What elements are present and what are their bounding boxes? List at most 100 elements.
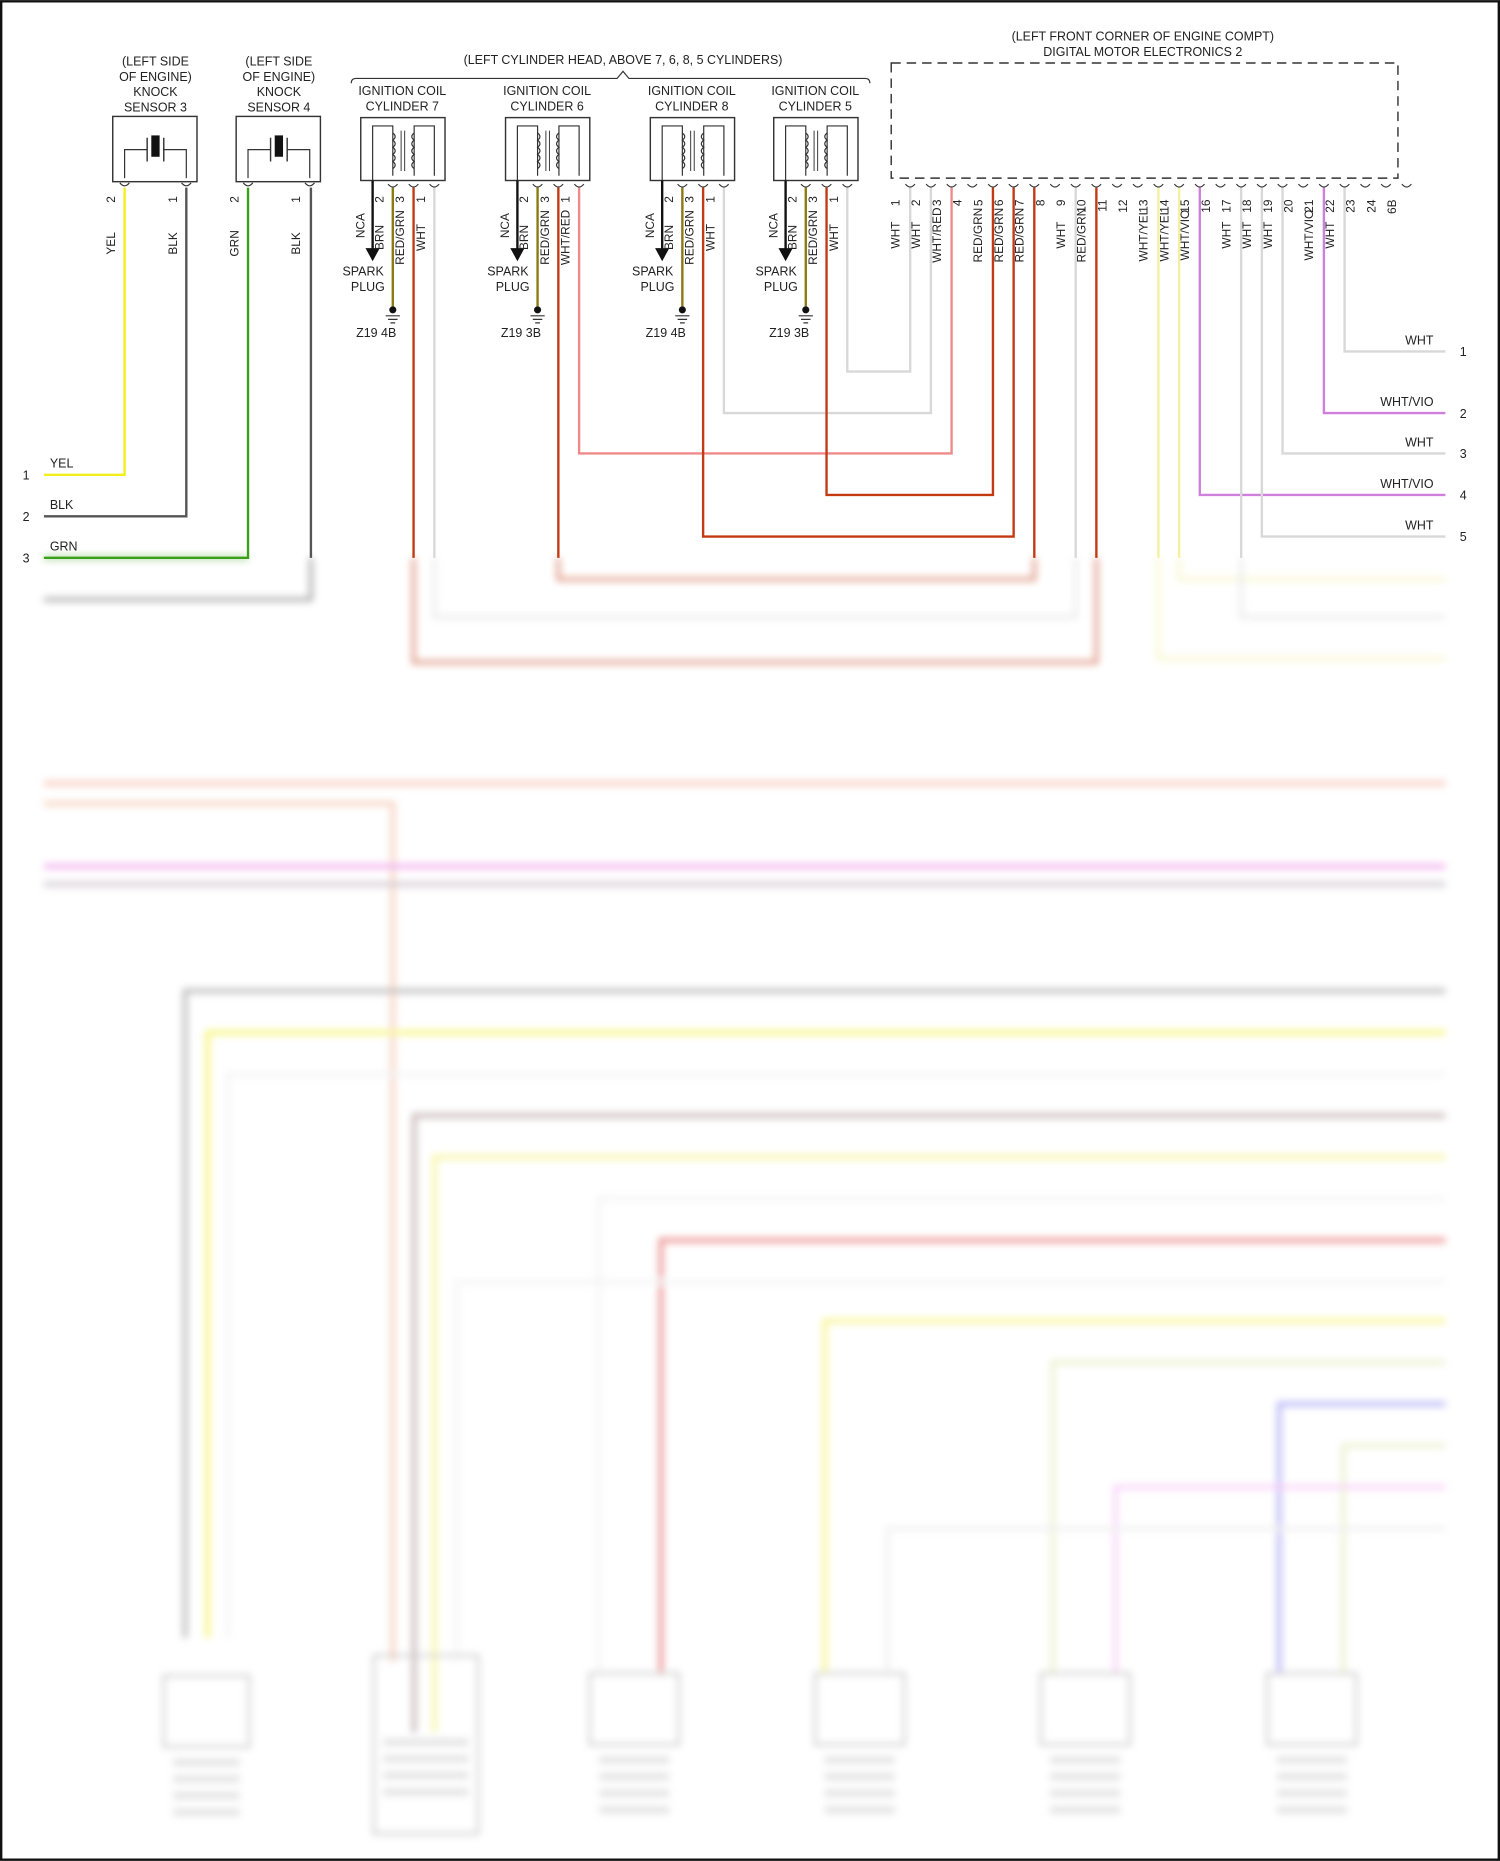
secondary-winding-icon <box>824 132 829 170</box>
knock-sensor-title: (LEFT SIDE <box>122 54 189 68</box>
wire-color-label: BRN <box>372 225 386 250</box>
blurred-wire <box>1113 1485 1446 1674</box>
blurred-component-label <box>1276 1806 1347 1814</box>
wire-color-label: RED/GRN <box>806 210 820 265</box>
primary-winding-icon <box>391 132 396 170</box>
dme-pin-cup <box>1153 183 1164 188</box>
ignition-coil-title: IGNITION COIL <box>648 84 736 98</box>
coil-pin-cup <box>718 183 730 188</box>
knock-sensor-pin-cup <box>304 182 315 187</box>
knock-sensor-title: OF ENGINE) <box>243 70 316 84</box>
blurred-wire <box>205 1030 1446 1638</box>
blurred-component-label <box>1050 1773 1121 1781</box>
right-connector-wire-label: WHT <box>1405 435 1434 449</box>
blurred-component-label <box>1276 1756 1347 1764</box>
pin-number: 1 <box>559 196 573 203</box>
ignition-coil-title: IGNITION COIL <box>503 84 591 98</box>
blurred-wire <box>1341 1443 1446 1674</box>
blurred-component-box <box>588 1672 680 1746</box>
dme-pin-number: 13 <box>1137 199 1151 213</box>
arrow-down-icon <box>365 248 380 262</box>
dme-pin-number: 19 <box>1261 199 1275 213</box>
dme-pin-number: 21 <box>1302 199 1316 213</box>
pin-number: 3 <box>806 196 820 203</box>
blurred-component-label <box>173 1808 240 1816</box>
blurred-component-label <box>383 1788 469 1796</box>
dme-pin-cup <box>1173 183 1185 188</box>
dme-wire-color-label: WHT/VIO <box>1302 210 1316 261</box>
ground-point-label: Z19 3B <box>501 326 541 340</box>
blurred-component-label <box>173 1775 240 1783</box>
ground-symbol-icon <box>798 315 813 324</box>
arrow-down-icon <box>778 248 793 262</box>
dme-pin-cup <box>1380 183 1392 188</box>
wire-color-label: YEL <box>104 232 118 255</box>
ignition-coil-box <box>360 116 446 182</box>
blurred-component-label <box>824 1806 895 1814</box>
dme-pin-number: 6 <box>992 199 1006 206</box>
piezo-crystal-icon <box>274 135 284 157</box>
dme-pin-cup <box>1215 183 1226 188</box>
ignition-coil-box <box>773 116 859 182</box>
ground-symbol-icon <box>385 315 400 324</box>
knock-sensor-pin-cup <box>119 182 130 187</box>
blurred-component-box <box>372 1654 480 1835</box>
left-connector-wire-label: BLK <box>50 498 74 512</box>
spark-plug-label: PLUG <box>764 280 798 294</box>
coil-pin-cup <box>821 183 832 188</box>
blurred-component-label <box>824 1789 895 1797</box>
dme-pin-number: 20 <box>1282 199 1296 213</box>
dme-pin-number: 10 <box>1075 199 1089 213</box>
ignition-coil-title: CYLINDER 5 <box>779 99 852 113</box>
blurred-lower-diagram <box>43 556 1446 1835</box>
knock-sensor-circuit <box>247 149 311 179</box>
left-connector-wire-label: GRN <box>50 540 78 554</box>
dme-pin-cup <box>1111 183 1123 188</box>
coil-pin-cup <box>842 183 853 188</box>
blurred-wire <box>822 1318 1446 1674</box>
coil-group-label: (LEFT CYLINDER HEAD, ABOVE 7, 6, 8, 5 CY… <box>464 53 783 67</box>
blurred-component-label <box>599 1756 670 1764</box>
coil-circuit <box>785 125 848 181</box>
wire-red-grn <box>701 187 1015 538</box>
blurred-component-label <box>1050 1789 1121 1797</box>
dme-wire-color-label: WHT/YEL <box>1137 208 1151 261</box>
wire-color-label: WHT <box>703 224 717 251</box>
blurred-wire <box>597 1196 1446 1674</box>
dme-pin-number: 11 <box>1095 199 1109 212</box>
dme-pin-cup <box>946 183 957 188</box>
dme-wire-color-label: WHT <box>1323 222 1337 249</box>
dme-pin-cup <box>1008 183 1019 188</box>
left-connector-pin-number: 2 <box>23 510 30 524</box>
blurred-wire <box>431 1154 1446 1733</box>
dme-pin-number: 22 <box>1323 199 1337 212</box>
wire-color-label: BRN <box>785 225 799 250</box>
blurred-component-label <box>599 1773 670 1781</box>
coil-pin-cup <box>573 183 585 188</box>
knock-sensor-title: (LEFT SIDE <box>245 54 312 68</box>
blurred-component-box <box>162 1674 251 1749</box>
right-connector-pin-number: 1 <box>1460 345 1467 359</box>
spark-plug-label: PLUG <box>640 280 674 294</box>
primary-winding-icon <box>536 132 541 170</box>
knock-sensor-circuit <box>124 149 187 179</box>
blurred-wire <box>658 1237 1446 1674</box>
blurred-component-label <box>1276 1773 1347 1781</box>
knock-sensor-title: SENSOR 4 <box>247 101 310 115</box>
dme-pin-cup <box>1297 183 1309 188</box>
dme-pin-cup <box>1339 183 1350 188</box>
coil-group-brace <box>350 70 871 84</box>
dme-pin-cup <box>1256 183 1268 188</box>
ignition-coil-title: CYLINDER 6 <box>510 99 583 113</box>
dme-pin-cup <box>1194 183 1205 188</box>
dme-pin-number: 5 <box>971 199 985 206</box>
piezo-plates-icon <box>269 137 288 162</box>
dme-pin-number: 2 <box>909 199 923 206</box>
right-connector-wire-label: WHT <box>1405 518 1434 532</box>
blurred-component-label <box>383 1738 469 1746</box>
wire-color-label: BLK <box>289 232 303 255</box>
dme-pin-number: 16 <box>1199 199 1213 213</box>
coil-pin-cup <box>553 183 564 188</box>
right-connector-wire-label: WHT/VIO <box>1380 395 1434 409</box>
ground-symbol-icon <box>675 315 690 324</box>
